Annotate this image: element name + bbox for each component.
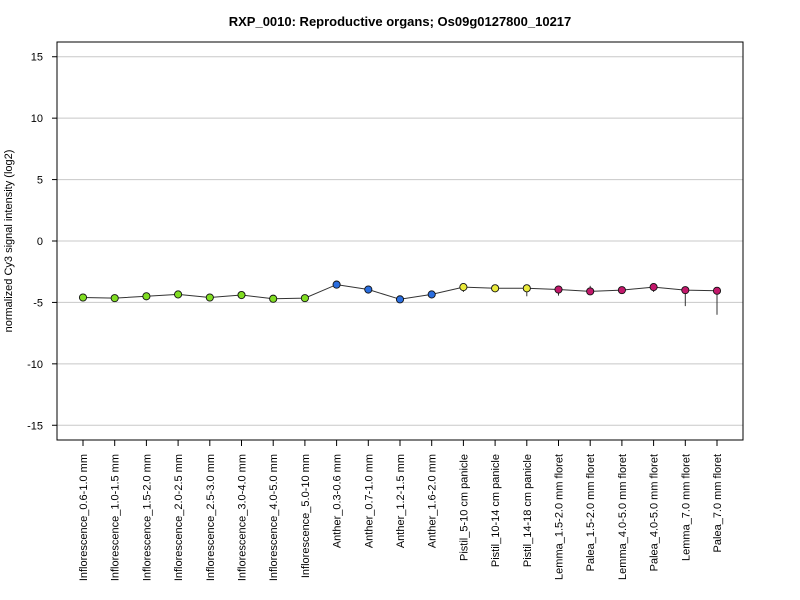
data-point xyxy=(269,294,278,303)
x-tick-label: Inflorescence_5.0-10 mm xyxy=(300,454,312,578)
data-point xyxy=(617,286,626,295)
x-tick-label: Anther_0.3-0.6 mm xyxy=(332,454,344,548)
x-tick-label: Inflorescence_3.0-4.0 mm xyxy=(237,454,249,581)
x-tick-label: Lemma_4.0-5.0 mm floret xyxy=(617,454,629,580)
x-tick-label: Pistil_10-14 cm panicle xyxy=(490,454,502,567)
data-point xyxy=(174,290,183,299)
y-tick-label: -5 xyxy=(33,297,43,309)
data-point xyxy=(554,285,563,294)
x-tick-label: Inflorescence_2.0-2.5 mm xyxy=(173,454,185,581)
x-tick-label: Inflorescence_2.5-3.0 mm xyxy=(205,454,217,581)
y-tick-label: 15 xyxy=(31,52,43,64)
y-tick-label: 0 xyxy=(37,236,43,248)
data-point xyxy=(491,284,500,293)
data-point xyxy=(427,290,436,299)
data-point xyxy=(332,280,341,289)
x-tick-label: Palea_1.5-2.0 mm floret xyxy=(585,454,597,571)
data-point xyxy=(712,286,722,295)
data-point xyxy=(237,290,246,300)
x-tick-label: Anther_1.2-1.5 mm xyxy=(395,454,407,548)
x-axis: Inflorescence_0.6-1.0 mm Inflorescence_1.… xyxy=(78,440,724,581)
data-point xyxy=(78,293,88,302)
x-tick-label: Pistil_5-10 cm panicle xyxy=(458,454,470,561)
x-tick-label: Inflorescence_1.5-2.0 mm xyxy=(141,454,153,581)
y-tick-label: 10 xyxy=(31,113,43,125)
x-tick-label: Pistil_14-18 cm panicle xyxy=(522,454,534,567)
y-tick-label: 5 xyxy=(37,175,43,187)
data-point xyxy=(649,283,658,292)
data-point xyxy=(110,294,119,303)
data-point xyxy=(522,284,531,293)
y-axis: -15 -10 -5 0 5 10 15 xyxy=(27,52,57,432)
data-points xyxy=(78,280,722,304)
x-tick-label: Palea_7.0 mm floret xyxy=(712,454,724,552)
y-tick-label: -15 xyxy=(27,420,43,432)
data-point xyxy=(142,292,151,301)
x-tick-label: Lemma_7.0 mm floret xyxy=(680,454,692,561)
data-point xyxy=(205,293,214,302)
x-tick-label: Palea_4.0-5.0 mm floret xyxy=(649,454,661,571)
x-tick-label: Inflorescence_0.6-1.0 mm xyxy=(78,454,90,581)
y-tick-label: -10 xyxy=(27,359,43,371)
data-point xyxy=(395,295,405,304)
data-point xyxy=(681,286,690,295)
x-tick-label: Anther_0.7-1.0 mm xyxy=(363,454,375,548)
data-point xyxy=(364,285,373,294)
x-tick-label: Anther_1.6-2.0 mm xyxy=(427,454,439,548)
grid-lines xyxy=(57,56,743,426)
data-point xyxy=(300,294,309,303)
x-tick-label: Inflorescence_1.0-1.5 mm xyxy=(110,454,122,581)
data-point xyxy=(459,283,468,292)
x-tick-label: Inflorescence_4.0-5.0 mm xyxy=(268,454,280,581)
chart-title: RXP_0010: Reproductive organs; Os09g0127… xyxy=(229,14,572,29)
y-axis-label: normalized Cy3 signal intensity (log2) xyxy=(3,150,15,333)
x-tick-label: Lemma_1.5-2.0 mm floret xyxy=(554,454,566,580)
data-point xyxy=(586,287,595,296)
